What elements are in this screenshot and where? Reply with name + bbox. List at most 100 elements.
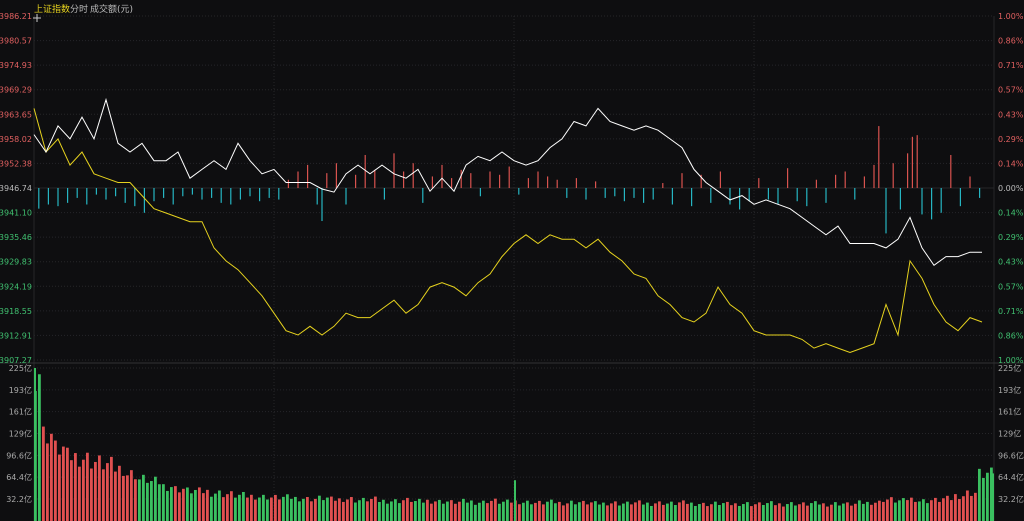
volume-bar: [722, 503, 725, 521]
volume-bar: [498, 503, 501, 521]
volume-bar: [702, 502, 705, 521]
volume-tab[interactable]: 成交额(元): [90, 5, 134, 15]
volume-bar: [990, 467, 993, 521]
volume-bar: [62, 446, 65, 521]
volume-bar: [878, 500, 881, 521]
volume-bar: [150, 481, 153, 521]
volume-bar: [134, 479, 137, 521]
volume-bar: [450, 500, 453, 521]
volume-bar: [166, 490, 169, 521]
volume-bar: [854, 503, 857, 521]
volume-bar: [706, 506, 709, 521]
volume-bar: [698, 504, 701, 521]
volume-bar: [214, 493, 217, 521]
volume-bar: [182, 488, 185, 521]
volume-bar: [622, 503, 625, 521]
volume-bar: [826, 506, 829, 521]
price-tick-label: 3946.74: [0, 184, 32, 193]
volume-bar: [170, 487, 173, 521]
volume-bar: [602, 502, 605, 521]
volume-bar: [562, 505, 565, 521]
volume-bar: [526, 500, 529, 521]
volume-bar: [886, 499, 889, 521]
volume-bar: [314, 498, 317, 521]
volume-bar: [138, 479, 141, 521]
volume-bar: [270, 497, 273, 521]
volume-bar: [682, 500, 685, 521]
volume-bar: [690, 502, 693, 521]
volume-bar: [870, 504, 873, 521]
volume-bar: [534, 502, 537, 521]
volume-bar: [230, 491, 233, 521]
volume-bar: [654, 503, 657, 521]
volume-spike-bar: [514, 480, 516, 521]
volume-bar: [902, 498, 905, 521]
volume-bar: [250, 494, 253, 521]
index-line: [33, 97, 982, 267]
volume-tick-label: 129亿: [9, 429, 32, 439]
volume-bar: [286, 494, 289, 521]
pct-tick-label: 1.00%: [998, 356, 1024, 365]
volume-bar: [486, 503, 489, 521]
volume-bar: [950, 500, 953, 521]
volume-bar: [374, 496, 377, 521]
volume-bar: [738, 505, 741, 521]
volume-bar: [110, 456, 113, 521]
volume-bar: [718, 505, 721, 521]
pct-tick-label: 0.43%: [998, 258, 1024, 267]
volume-bar: [726, 501, 729, 521]
volume-bar: [362, 497, 365, 521]
volume-bar: [634, 502, 637, 521]
volume-bar: [474, 504, 477, 521]
volume-bar: [238, 494, 241, 521]
volume-bar: [550, 499, 553, 521]
volume-tick-label-right: 129亿: [998, 429, 1021, 439]
volume-bar: [582, 500, 585, 521]
volume-bar: [650, 505, 653, 521]
pct-tick-label: 0.71%: [998, 307, 1024, 316]
volume-bar: [386, 503, 389, 521]
volume-bar: [734, 503, 737, 521]
volume-bar: [666, 503, 669, 521]
volume-bar: [762, 505, 765, 521]
volume-bar: [598, 504, 601, 521]
volume-bar: [710, 504, 713, 521]
volume-bar: [326, 497, 329, 521]
volume-bar: [910, 497, 913, 521]
volume-tick-label: 64.4亿: [6, 472, 32, 482]
volume-bar: [202, 493, 205, 521]
volume-tick-label-right: 161亿: [998, 407, 1021, 417]
volume-bar: [294, 496, 297, 521]
volume-bar: [258, 497, 261, 521]
time-tab[interactable]: 分时: [70, 5, 89, 15]
volume-bar: [938, 501, 941, 521]
volume-tick-label: 96.6亿: [6, 450, 32, 460]
price-tick-label: 3907.27: [0, 356, 32, 365]
volume-bar: [502, 501, 505, 521]
volume-bar: [730, 505, 733, 521]
volume-bar: [542, 504, 545, 521]
volume-tick-label: 193亿: [9, 385, 32, 395]
volume-bar: [278, 499, 281, 521]
volume-bar: [114, 471, 117, 521]
volume-bar: [438, 499, 441, 521]
index-name-tab[interactable]: 上证指数: [34, 5, 71, 15]
volume-bar: [178, 492, 181, 521]
volume-bar: [218, 490, 221, 521]
volume-bar: [94, 461, 97, 521]
volume-bar: [234, 497, 237, 521]
volume-bar: [282, 496, 285, 521]
price-tick-label: 3929.83: [0, 258, 32, 267]
volume-bar: [742, 504, 745, 521]
volume-bar: [434, 501, 437, 521]
volume-bar: [46, 443, 49, 521]
price-tick-label: 3958.02: [0, 135, 32, 144]
volume-bar: [790, 502, 793, 521]
volume-bar: [246, 497, 249, 521]
volume-bar: [798, 504, 801, 521]
volume-tick-label-right: 64.4亿: [998, 472, 1024, 482]
volume-bar: [606, 505, 609, 521]
volume-bar: [82, 459, 85, 521]
volume-bar: [462, 498, 465, 521]
